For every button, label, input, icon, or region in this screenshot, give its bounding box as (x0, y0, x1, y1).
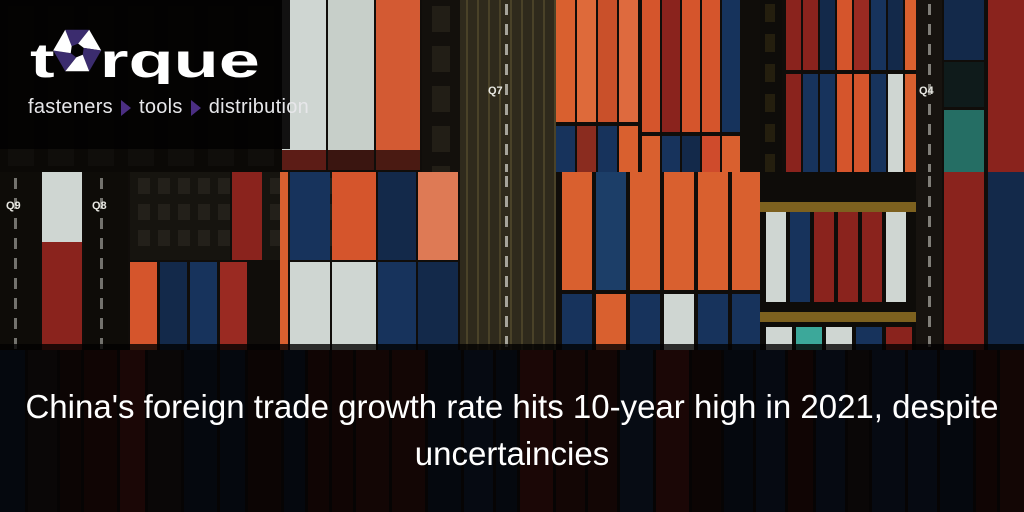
svg-text:Q4: Q4 (919, 85, 935, 97)
svg-text:Q7: Q7 (488, 85, 503, 97)
svg-text:rque: rque (100, 35, 260, 84)
svg-text:Q9: Q9 (6, 200, 21, 212)
svg-text:t: t (30, 35, 55, 84)
svg-text:Q8: Q8 (92, 200, 107, 212)
